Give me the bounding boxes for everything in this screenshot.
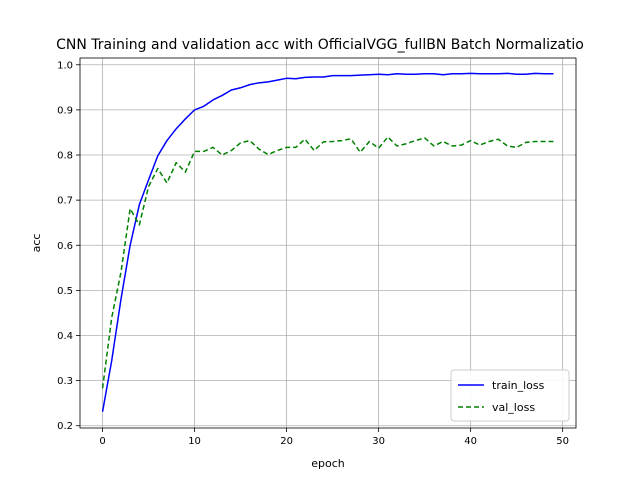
legend-box [450, 369, 570, 422]
x-tick-label: 20 [280, 436, 293, 447]
series-line-val-loss [101, 136, 554, 389]
x-tick-label: 40 [464, 436, 477, 447]
x-tick-label: 30 [372, 436, 385, 447]
y-tick-label: 0.8 [57, 151, 73, 162]
y-tick-label: 0.2 [57, 421, 73, 432]
chart-title: CNN Training and validation acc with Off… [56, 37, 584, 53]
y-tick-label: 1.0 [57, 60, 73, 71]
series-line-train-loss [101, 72, 554, 412]
y-tick-label: 0.4 [57, 331, 73, 342]
legend-label-val-loss: val_loss [492, 401, 535, 414]
x-tick-label: 10 [188, 436, 201, 447]
y-tick-label: 0.9 [57, 105, 73, 116]
x-tick-label: 50 [556, 436, 569, 447]
y-tick-label: 0.6 [57, 241, 73, 252]
y-axis-label: acc [30, 234, 43, 253]
legend-label-train-loss: train_loss [492, 379, 545, 392]
series-lines [101, 72, 554, 412]
grid [80, 58, 576, 428]
x-axis-label: epoch [311, 457, 345, 470]
x-tick-label: 0 [99, 436, 105, 447]
axis-ticks: 0 10 20 30 40 50 0.2 0.3 0.4 0.5 0.6 0.7 0.8 0.9 1.0 [57, 60, 569, 447]
y-tick-label: 0.7 [57, 196, 73, 207]
plot-frame [79, 57, 577, 429]
y-tick-label: 0.3 [57, 376, 73, 387]
y-tick-label: 0.5 [57, 286, 73, 297]
legend: train_loss val_loss [450, 369, 570, 422]
